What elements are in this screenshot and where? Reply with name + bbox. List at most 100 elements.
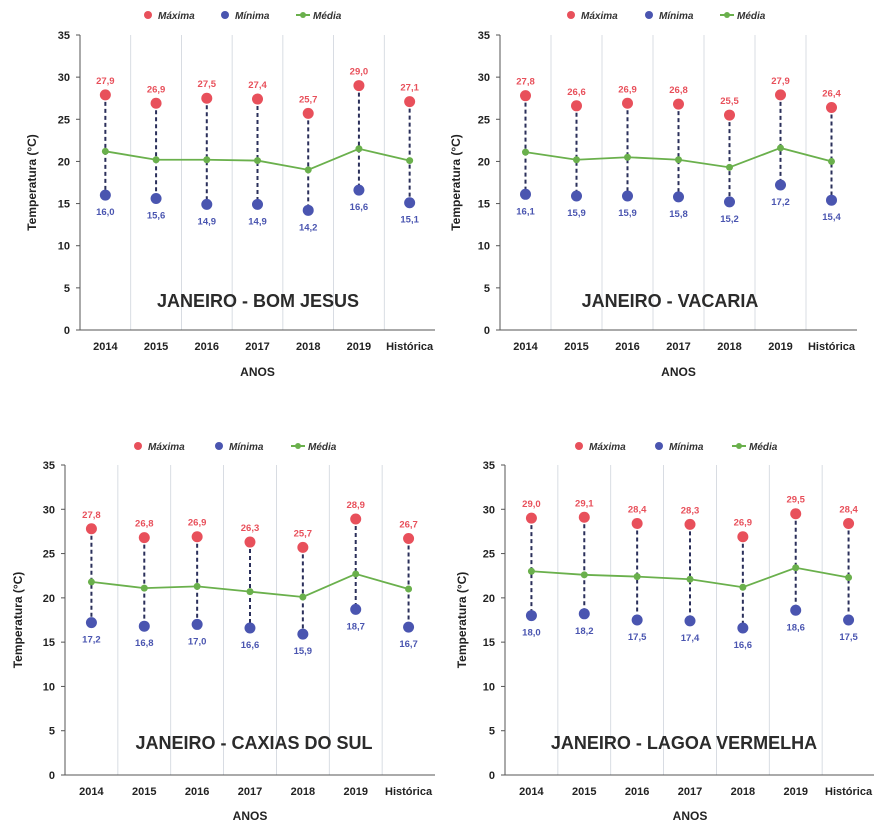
y-tick-label: 15: [483, 637, 495, 649]
x-tick-label: 2017: [245, 341, 269, 353]
mean-point: [675, 156, 682, 164]
min-data-label: 16,6: [350, 202, 369, 213]
mean-point: [352, 570, 360, 578]
min-point: [138, 620, 150, 632]
min-point: [99, 189, 111, 201]
mean-point: [777, 144, 784, 152]
y-tick-label: 0: [49, 770, 55, 782]
max-data-label: 25,7: [294, 528, 313, 539]
y-tick-label: 25: [43, 549, 55, 561]
y-tick-label: 35: [43, 460, 55, 472]
legend-label: Máxima: [158, 11, 195, 22]
legend-mean-marker: [736, 443, 742, 449]
mean-point: [580, 571, 588, 579]
x-axis-title: ANOS: [661, 365, 696, 379]
min-data-label: 17,4: [681, 633, 700, 644]
max-point: [525, 512, 537, 524]
min-point: [525, 610, 537, 622]
max-data-label: 28,9: [346, 500, 365, 511]
mean-point: [573, 156, 580, 164]
max-point: [724, 109, 735, 121]
min-point: [790, 604, 802, 616]
x-tick-label: 2019: [343, 786, 367, 798]
mean-point: [405, 585, 413, 593]
chart-panel-4: Máxima Mínima Média 0 5 10 15 20 25 30 35 2014 2015 2…: [455, 442, 874, 823]
min-point: [85, 617, 97, 629]
max-data-label: 26,8: [669, 85, 688, 96]
min-data-label: 15,4: [822, 212, 841, 223]
max-point: [191, 531, 203, 543]
mean-point: [246, 588, 254, 596]
y-tick-label: 0: [64, 325, 70, 337]
x-tick-label: 2014: [519, 786, 544, 798]
max-data-label: 26,6: [567, 87, 586, 98]
min-data-label: 18,6: [786, 622, 805, 633]
y-tick-label: 20: [478, 156, 490, 168]
x-tick-label: 2018: [717, 341, 741, 353]
y-tick-label: 5: [484, 283, 490, 295]
x-tick-label: 2019: [768, 341, 792, 353]
x-tick-label: 2018: [291, 786, 315, 798]
max-point: [353, 80, 365, 92]
y-tick-label: 25: [478, 114, 490, 126]
min-point: [244, 622, 256, 634]
mean-point: [624, 153, 631, 161]
max-point: [297, 541, 309, 553]
x-tick-label: 2014: [93, 341, 118, 353]
min-data-label: 17,5: [628, 632, 647, 643]
legend-label: Média: [737, 11, 766, 22]
max-data-label: 29,1: [575, 498, 594, 509]
max-data-label: 26,9: [188, 518, 207, 529]
x-tick-label: Histórica: [385, 786, 433, 798]
chart-panel-3: Máxima Mínima Média 0 5 10 15 20 25 30 35 2014 2015 2…: [11, 442, 435, 823]
y-tick-label: 25: [483, 549, 495, 561]
legend-min-marker: [645, 11, 653, 19]
max-point: [673, 98, 684, 110]
max-data-label: 27,4: [248, 80, 267, 91]
y-axis-title: Temperatura (°C): [449, 134, 463, 231]
max-data-label: 29,0: [350, 67, 369, 78]
max-point: [775, 89, 786, 101]
max-data-label: 27,9: [771, 76, 790, 87]
max-point: [99, 89, 111, 101]
y-tick-label: 5: [489, 726, 495, 738]
y-tick-label: 10: [58, 241, 70, 253]
mean-point: [203, 156, 211, 164]
mean-point: [522, 148, 529, 156]
x-tick-label: 2015: [144, 341, 168, 353]
max-data-label: 26,8: [135, 519, 154, 530]
x-axis-title: ANOS: [673, 809, 708, 823]
min-point: [684, 615, 696, 627]
min-data-label: 15,9: [294, 646, 313, 657]
min-point: [353, 184, 365, 196]
y-tick-label: 30: [43, 504, 55, 516]
max-point: [85, 523, 97, 535]
min-data-label: 17,2: [82, 635, 101, 646]
mean-point: [726, 163, 733, 171]
y-tick-label: 30: [483, 504, 495, 516]
max-data-label: 26,9: [618, 84, 637, 95]
y-tick-label: 20: [483, 593, 495, 605]
max-point: [138, 532, 150, 544]
min-point: [350, 603, 362, 615]
min-point: [571, 190, 582, 202]
y-tick-label: 10: [43, 681, 55, 693]
max-point: [826, 101, 837, 113]
y-tick-label: 5: [64, 283, 70, 295]
min-data-label: 15,8: [669, 209, 688, 220]
min-data-label: 16,1: [516, 206, 535, 217]
min-data-label: 15,1: [400, 215, 419, 226]
min-point: [201, 198, 213, 210]
max-point: [843, 517, 855, 529]
legend-mean-marker: [300, 12, 306, 18]
y-tick-label: 35: [478, 30, 490, 42]
min-point: [622, 190, 633, 202]
min-point: [297, 628, 309, 640]
x-tick-label: 2015: [572, 786, 596, 798]
max-point: [684, 518, 696, 530]
max-point: [201, 92, 213, 104]
min-data-label: 17,5: [839, 632, 858, 643]
x-tick-label: 2016: [195, 341, 219, 353]
max-data-label: 28,3: [681, 505, 700, 516]
